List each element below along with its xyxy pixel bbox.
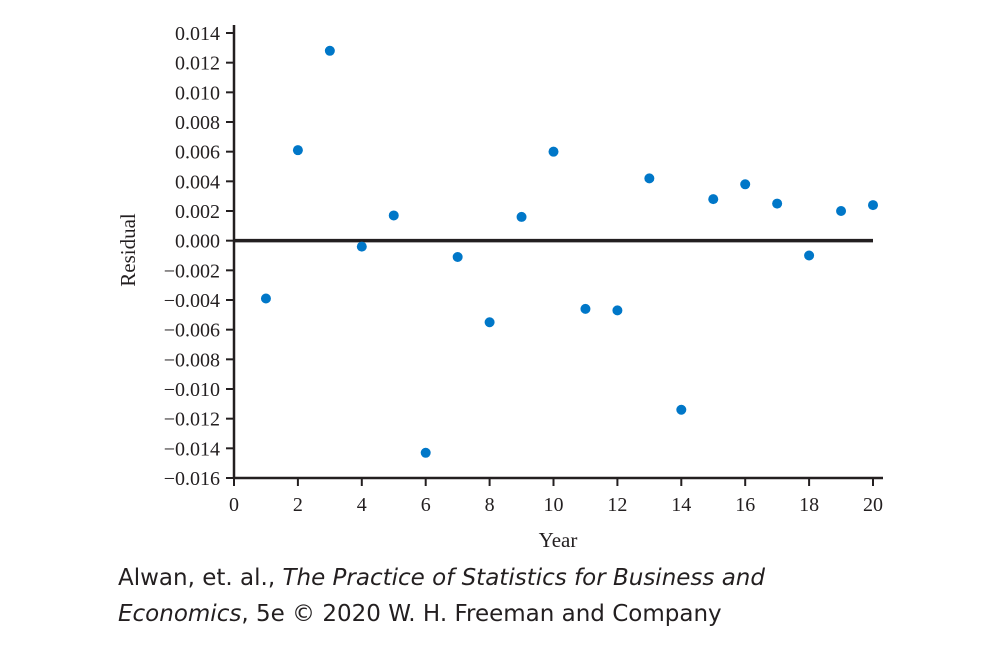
data-point <box>804 250 815 261</box>
data-point <box>356 241 367 252</box>
caption-line-1: Alwan, et. al., The Practice of Statisti… <box>118 560 978 596</box>
x-tick-label: 4 <box>357 494 367 516</box>
x-tick-label: 0 <box>229 494 239 516</box>
y-tick-label: −0.012 <box>164 409 220 431</box>
x-tick-label: 2 <box>293 494 303 516</box>
x-tick-label: 16 <box>735 494 755 516</box>
data-point <box>324 45 335 56</box>
data-point <box>292 145 303 156</box>
data-points <box>260 45 878 458</box>
x-tick-label: 20 <box>863 494 883 516</box>
y-tick-label: −0.002 <box>164 260 220 282</box>
axes: 0.014 0.012 0.010 0.008 0.006 0.004 0.002 0.000… <box>164 23 883 516</box>
y-tick-label: −0.016 <box>164 468 220 490</box>
x-tick-label: 6 <box>421 494 431 516</box>
y-axis-title: Residual <box>116 213 140 287</box>
residual-scatter-chart: 0.014 0.012 0.010 0.008 0.006 0.004 0.002 0.000… <box>116 23 883 552</box>
data-point <box>612 305 623 316</box>
data-point <box>484 317 495 328</box>
x-tick-label: 18 <box>799 494 819 516</box>
data-point <box>676 404 687 415</box>
caption-authors: Alwan, et. al., <box>118 565 283 591</box>
data-point <box>548 146 559 157</box>
data-point <box>260 293 271 304</box>
caption-book-title-part-1: The Practice of Statistics for Business … <box>282 565 765 591</box>
y-tick-label: 0.002 <box>175 201 220 223</box>
caption-line-2: Economics, 5e © 2020 W. H. Freeman and C… <box>118 596 978 632</box>
source-caption: Alwan, et. al., The Practice of Statisti… <box>118 560 978 632</box>
y-tick-label: 0.014 <box>175 23 220 45</box>
data-point <box>644 173 655 184</box>
y-tick-label: −0.008 <box>164 349 220 371</box>
x-axis-title: Year <box>539 528 578 552</box>
y-tick-label: 0.008 <box>175 112 220 134</box>
y-tick-label: −0.006 <box>164 320 220 342</box>
data-point <box>420 447 431 458</box>
data-point <box>580 303 591 314</box>
data-point <box>868 200 878 211</box>
data-point <box>516 211 527 222</box>
x-tick-label: 8 <box>485 494 495 516</box>
y-tick-label: 0.004 <box>175 171 220 193</box>
data-point <box>388 210 399 221</box>
y-tick-label: −0.004 <box>164 290 220 312</box>
data-point <box>452 251 463 262</box>
data-point <box>740 179 751 190</box>
y-tick-label: 0.000 <box>175 231 220 253</box>
x-tick-label: 14 <box>671 494 691 516</box>
caption-book-title-part-2: Economics <box>118 601 242 627</box>
data-point <box>836 206 847 216</box>
y-tick-label: −0.014 <box>164 438 220 460</box>
y-tick-label: −0.010 <box>164 379 220 401</box>
x-tick-label: 10 <box>544 494 564 516</box>
caption-edition-copyright: , 5e © 2020 W. H. Freeman and Company <box>241 601 722 627</box>
x-tick-label: 12 <box>607 494 627 516</box>
y-tick-label: 0.006 <box>175 142 220 164</box>
data-point <box>772 198 783 209</box>
y-tick-label: 0.010 <box>175 82 220 104</box>
y-tick-label: 0.012 <box>175 53 220 75</box>
data-point <box>708 194 719 205</box>
